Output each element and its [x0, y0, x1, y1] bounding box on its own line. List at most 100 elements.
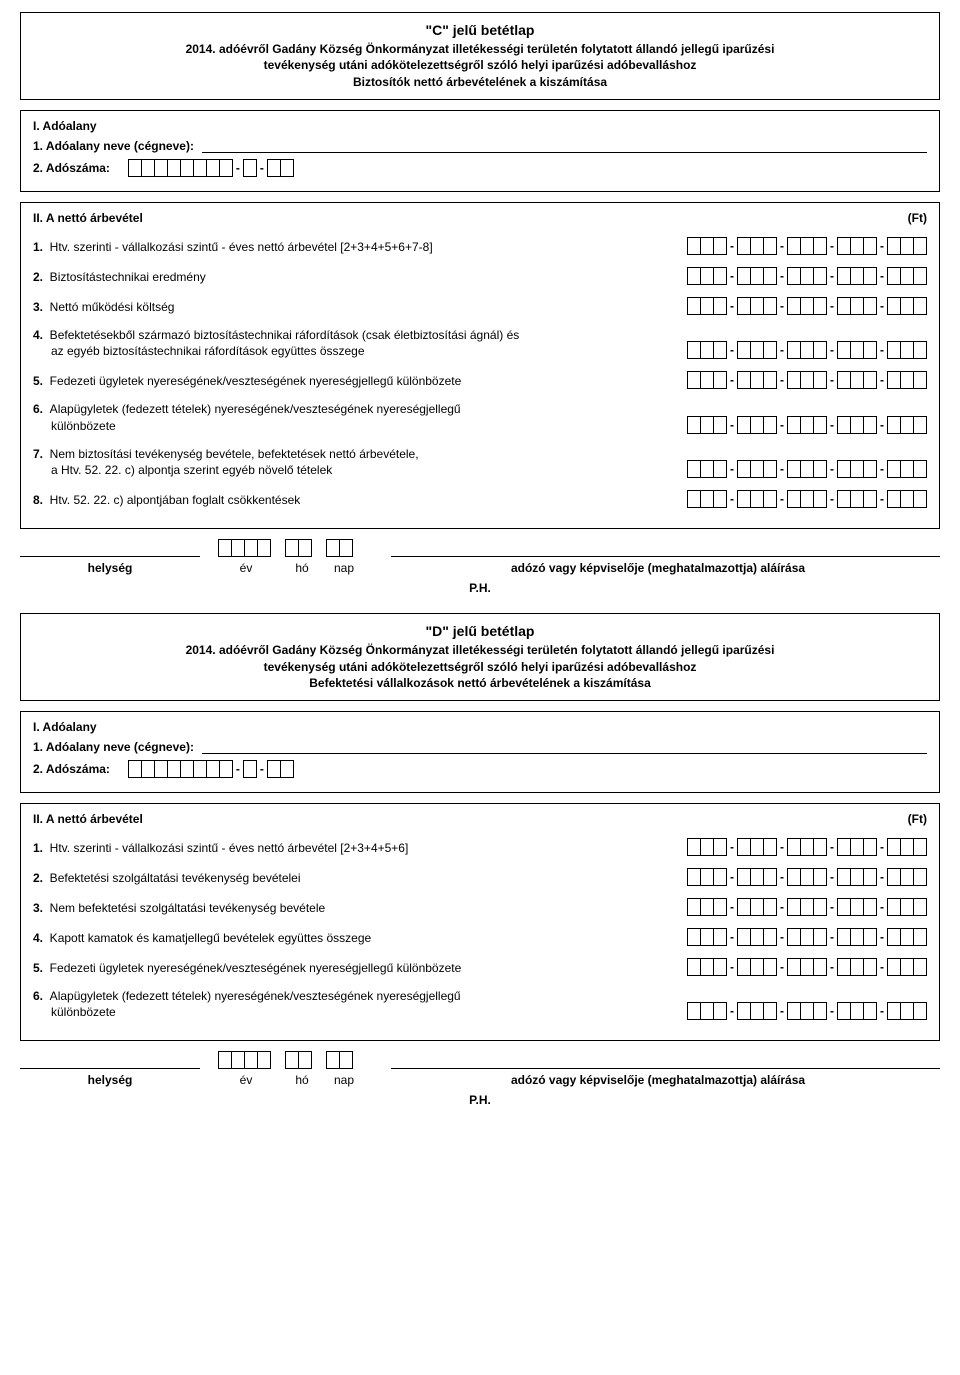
sig2-day-label: nap [330, 1073, 358, 1087]
line-item: 5. Fedezeti ügyletek nyereségének/veszte… [33, 958, 927, 976]
line-item-text: 3. Nem befektetési szolgáltatási tevéken… [33, 901, 325, 915]
line-item-text: 6. Alapügyletek (fedezett tételek) nyere… [33, 402, 461, 416]
formD-section2: II. A nettó árbevétel (Ft) 1. Htv. szeri… [20, 803, 940, 1041]
formC-title3: tevékenység utáni adókötelezettségről sz… [33, 57, 927, 74]
line-item-text: 6. Alapügyletek (fedezett tételek) nyere… [33, 989, 461, 1003]
formD-s1-heading: I. Adóalany [33, 720, 927, 734]
line-item-text2: az egyéb biztosítástechnikai ráfordításo… [33, 343, 675, 359]
formD-title1: "D" jelű betétlap [33, 622, 927, 642]
formD-title-box: "D" jelű betétlap 2014. adóévről Gadány … [20, 613, 940, 701]
formD-name-input[interactable] [202, 740, 927, 754]
formC-title1: "C" jelű betétlap [33, 21, 927, 41]
formD-items: 1. Htv. szerinti - vállalkozási szintű -… [33, 838, 927, 1020]
amount-input[interactable]: ---- [687, 267, 927, 285]
line-item: 6. Alapügyletek (fedezett tételek) nyere… [33, 401, 927, 433]
amount-input[interactable]: ---- [687, 868, 927, 886]
formC-s2-heading: II. A nettó árbevétel [33, 211, 143, 225]
amount-input[interactable]: ---- [687, 237, 927, 255]
sig1-day-input[interactable] [326, 539, 353, 557]
formC-name-input[interactable] [202, 139, 927, 153]
formC-tax-label: 2. Adószáma: [33, 161, 110, 175]
line-item-text: 5. Fedezeti ügyletek nyereségének/veszte… [33, 374, 461, 388]
formD-tax-row: 2. Adószáma: -- [33, 760, 927, 778]
formC-section1: I. Adóalany 1. Adóalany neve (cégneve): … [20, 110, 940, 192]
line-item-text: 4. Kapott kamatok és kamatjellegű bevéte… [33, 931, 371, 945]
amount-input[interactable]: ---- [687, 490, 927, 508]
formD-tax-input[interactable]: -- [128, 760, 294, 778]
formC-section2: II. A nettó árbevétel (Ft) 1. Htv. szeri… [20, 202, 940, 529]
sig2-right-label: adózó vagy képviselője (meghatalmazottja… [376, 1073, 940, 1087]
line-item-text2: a Htv. 52. 22. c) alpontja szerint egyéb… [33, 462, 675, 478]
formD-title2: 2014. adóévről Gadány Község Önkormányza… [33, 642, 927, 659]
sig2-year-label: év [218, 1073, 274, 1087]
formD-name-label: 1. Adóalany neve (cégneve): [33, 740, 194, 754]
sig1-month-input[interactable] [285, 539, 312, 557]
line-item-text: 2. Biztosítástechnikai eredmény [33, 270, 206, 284]
line-item-text2: különbözete [33, 418, 675, 434]
formD-section1: I. Adóalany 1. Adóalany neve (cégneve): … [20, 711, 940, 793]
sig1-ph: P.H. [20, 581, 940, 595]
formC-tax-row: 2. Adószáma: -- [33, 159, 927, 177]
formC-title2: 2014. adóévről Gadány Község Önkormányza… [33, 41, 927, 58]
signature-block-2: helység év hó nap adózó vagy képviselője… [20, 1051, 940, 1107]
line-item: 1. Htv. szerinti - vállalkozási szintű -… [33, 838, 927, 856]
amount-input[interactable]: ---- [687, 898, 927, 916]
formC-items: 1. Htv. szerinti - vállalkozási szintű -… [33, 237, 927, 508]
signature-block-1: helység év hó nap adózó vagy képviselője… [20, 539, 940, 595]
line-item-text: 2. Befektetési szolgáltatási tevékenység… [33, 871, 301, 885]
amount-input[interactable]: ---- [687, 341, 927, 359]
amount-input[interactable]: ---- [687, 928, 927, 946]
sig2-month-label: hó [288, 1073, 316, 1087]
sig1-year-label: év [218, 561, 274, 575]
sig2-signature-input[interactable] [391, 1055, 940, 1069]
line-item: 1. Htv. szerinti - vállalkozási szintű -… [33, 237, 927, 255]
sig1-year-input[interactable] [218, 539, 271, 557]
sig1-signature-input[interactable] [391, 543, 940, 557]
line-item: 5. Fedezeti ügyletek nyereségének/veszte… [33, 371, 927, 389]
formD-s2-unit: (Ft) [908, 812, 927, 826]
formD-tax-label: 2. Adószáma: [33, 762, 110, 776]
amount-input[interactable]: ---- [687, 460, 927, 478]
formD-title4: Befektetési vállalkozások nettó árbevéte… [33, 675, 927, 692]
line-item-text: 3. Nettó működési költség [33, 300, 174, 314]
formC-title4: Biztosítók nettó árbevételének a kiszámí… [33, 74, 927, 91]
line-item: 7. Nem biztosítási tevékenység bevétele,… [33, 446, 927, 478]
line-item: 4. Kapott kamatok és kamatjellegű bevéte… [33, 928, 927, 946]
formC-s2-unit: (Ft) [908, 211, 927, 225]
line-item-text: 8. Htv. 52. 22. c) alpontjában foglalt c… [33, 493, 300, 507]
line-item: 4. Befektetésekből származó biztosításte… [33, 327, 927, 359]
line-item-text: 7. Nem biztosítási tevékenység bevétele,… [33, 447, 419, 461]
formD-name-row: 1. Adóalany neve (cégneve): [33, 740, 927, 754]
formC-s1-heading: I. Adóalany [33, 119, 927, 133]
sig2-year-input[interactable] [218, 1051, 271, 1069]
amount-input[interactable]: ---- [687, 297, 927, 315]
line-item-text: 1. Htv. szerinti - vállalkozási szintű -… [33, 841, 408, 855]
line-item: 8. Htv. 52. 22. c) alpontjában foglalt c… [33, 490, 927, 508]
amount-input[interactable]: ---- [687, 958, 927, 976]
amount-input[interactable]: ---- [687, 1002, 927, 1020]
line-item: 2. Befektetési szolgáltatási tevékenység… [33, 868, 927, 886]
sig2-month-input[interactable] [285, 1051, 312, 1069]
amount-input[interactable]: ---- [687, 838, 927, 856]
sig2-ph: P.H. [20, 1093, 940, 1107]
line-item-text: 1. Htv. szerinti - vállalkozási szintű -… [33, 240, 433, 254]
sig2-day-input[interactable] [326, 1051, 353, 1069]
sig2-place-input[interactable] [20, 1055, 200, 1069]
formC-name-row: 1. Adóalany neve (cégneve): [33, 139, 927, 153]
line-item-text2: különbözete [33, 1004, 675, 1020]
amount-input[interactable]: ---- [687, 371, 927, 389]
amount-input[interactable]: ---- [687, 416, 927, 434]
formC-tax-input[interactable]: -- [128, 159, 294, 177]
sig2-place-label: helység [20, 1073, 200, 1087]
formD-s2-heading: II. A nettó árbevétel [33, 812, 143, 826]
line-item-text: 4. Befektetésekből származó biztosításte… [33, 328, 519, 342]
sig1-month-label: hó [288, 561, 316, 575]
line-item: 3. Nem befektetési szolgáltatási tevéken… [33, 898, 927, 916]
line-item-text: 5. Fedezeti ügyletek nyereségének/veszte… [33, 961, 461, 975]
line-item: 3. Nettó működési költség ---- [33, 297, 927, 315]
sig1-place-input[interactable] [20, 543, 200, 557]
formC-name-label: 1. Adóalany neve (cégneve): [33, 139, 194, 153]
sig1-right-label: adózó vagy képviselője (meghatalmazottja… [376, 561, 940, 575]
formC-title-box: "C" jelű betétlap 2014. adóévről Gadány … [20, 12, 940, 100]
sig1-place-label: helység [20, 561, 200, 575]
